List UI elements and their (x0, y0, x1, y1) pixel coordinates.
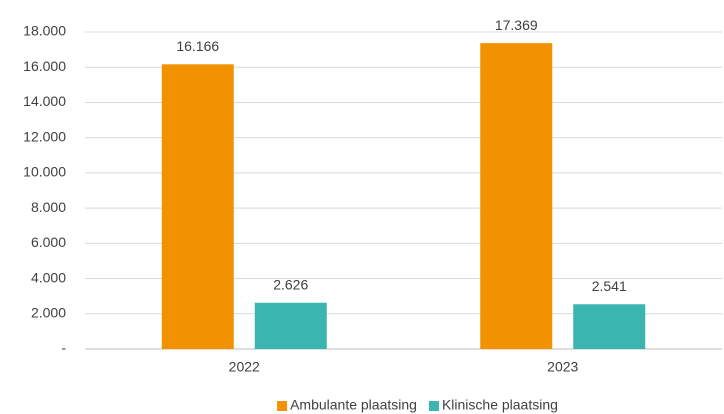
legend-label: Ambulante plaatsing (290, 397, 417, 413)
y-tick-label: 14.000 (23, 93, 66, 109)
legend-label: Klinische plaatsing (442, 397, 558, 413)
y-tick-label: 4.000 (31, 269, 66, 285)
y-tick-label: 12.000 (23, 128, 66, 144)
value-label: 2.541 (592, 278, 627, 294)
x-tick-label: 2022 (229, 359, 260, 375)
legend-swatch (277, 401, 288, 411)
x-tick-label: 2023 (547, 359, 578, 375)
y-tick-label: 16.000 (23, 58, 66, 74)
legend-swatch (428, 401, 439, 411)
bar (254, 302, 327, 349)
y-tick-label: 18.000 (23, 23, 66, 39)
bar (480, 43, 553, 349)
y-tick-label: 8.000 (31, 199, 66, 215)
bar (573, 304, 646, 349)
value-label: 17.369 (495, 17, 538, 33)
y-tick-label: 10.000 (23, 164, 66, 180)
value-label: 2.626 (273, 276, 308, 292)
bar (161, 64, 234, 350)
value-label: 16.166 (176, 38, 219, 54)
y-tick-label: 6.000 (31, 234, 66, 250)
y-tick-label: - (61, 340, 66, 356)
y-tick-label: 2.000 (31, 304, 66, 320)
